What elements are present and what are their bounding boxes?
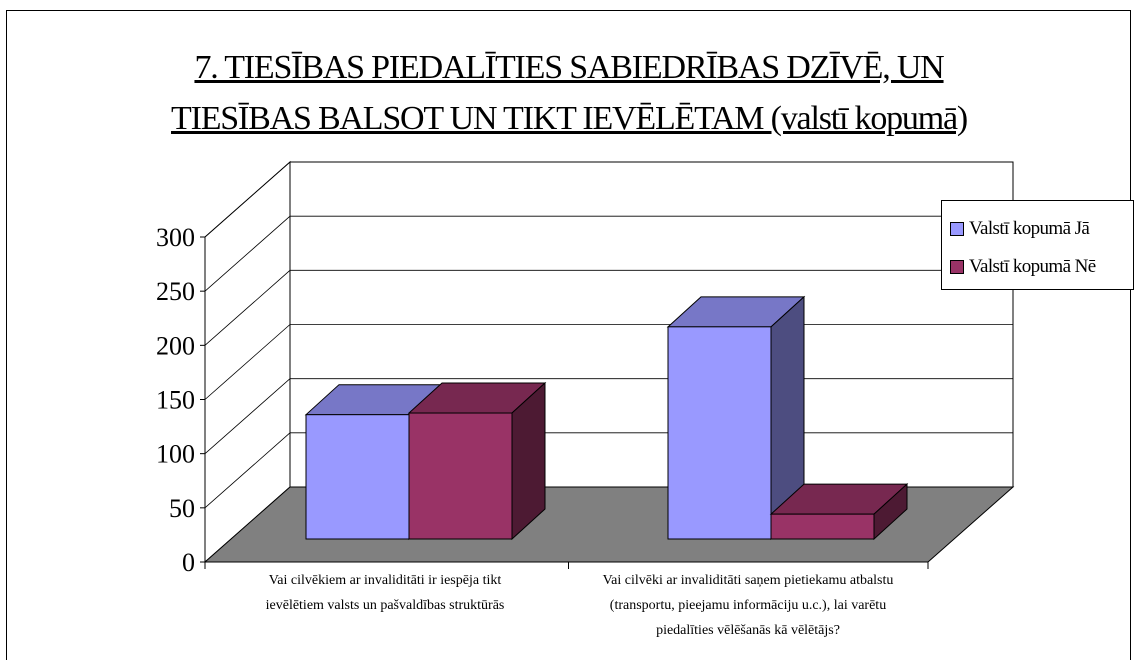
y-axis-ticks: 0 50 100 150 200 250 300 bbox=[156, 223, 205, 577]
gridline bbox=[204, 269, 1013, 346]
chart-title: 7. TIESĪBAS PIEDALĪTIES SABIEDRĪBAS DZĪV… bbox=[0, 42, 1138, 144]
y-tick-label: 250 bbox=[156, 277, 195, 306]
bar-front bbox=[408, 412, 513, 540]
category-label: ievēlētiem valsts un pašvaldības struktū… bbox=[266, 598, 505, 613]
gridline bbox=[204, 161, 1013, 238]
category-label: piedalīties vēlēšanās kā vēlētājs? bbox=[656, 623, 840, 638]
chart-bars bbox=[304, 295, 909, 541]
chart-title-line-2: TIESĪBAS BALSOT UN TIKT IEVĒLĒTAM (valst… bbox=[171, 100, 968, 137]
bar-front bbox=[770, 513, 875, 540]
y-tick-label: 300 bbox=[156, 223, 195, 252]
x-axis-categories: Vai cilvēkiem ar invaliditāti ir iespēja… bbox=[204, 562, 929, 638]
legend-item-ja: Valstī kopumā Jā bbox=[950, 217, 1090, 241]
chart-frame bbox=[6, 10, 1131, 660]
chart-title-line-1: 7. TIESĪBAS PIEDALĪTIES SABIEDRĪBAS DZĪV… bbox=[194, 49, 944, 86]
y-tick-label: 50 bbox=[169, 494, 195, 523]
bar-front bbox=[305, 414, 410, 540]
gridline bbox=[204, 215, 1013, 292]
category-label: Vai cilvēkiem ar invaliditāti ir iespēja… bbox=[269, 573, 502, 588]
legend-swatch-ja bbox=[950, 222, 964, 236]
y-tick-label: 100 bbox=[156, 440, 195, 469]
y-tick-label: 0 bbox=[182, 548, 195, 577]
bar-front bbox=[667, 326, 772, 540]
category-label: (transportu, pieejamu informāciju u.c.),… bbox=[610, 598, 886, 613]
legend-label-ne: Valstī kopumā Nē bbox=[969, 256, 1096, 277]
legend-swatch-ne bbox=[950, 260, 964, 274]
y-tick-label: 200 bbox=[156, 331, 195, 360]
category-label: Vai cilvēki ar invaliditāti saņem pietie… bbox=[603, 573, 894, 588]
legend-item-ne: Valstī kopumā Nē bbox=[950, 255, 1096, 279]
y-tick-label: 150 bbox=[156, 386, 195, 415]
legend-label-ja: Valstī kopumā Jā bbox=[969, 218, 1090, 239]
chart-legend: Valstī kopumā Jā Valstī kopumā Nē bbox=[941, 200, 1134, 290]
